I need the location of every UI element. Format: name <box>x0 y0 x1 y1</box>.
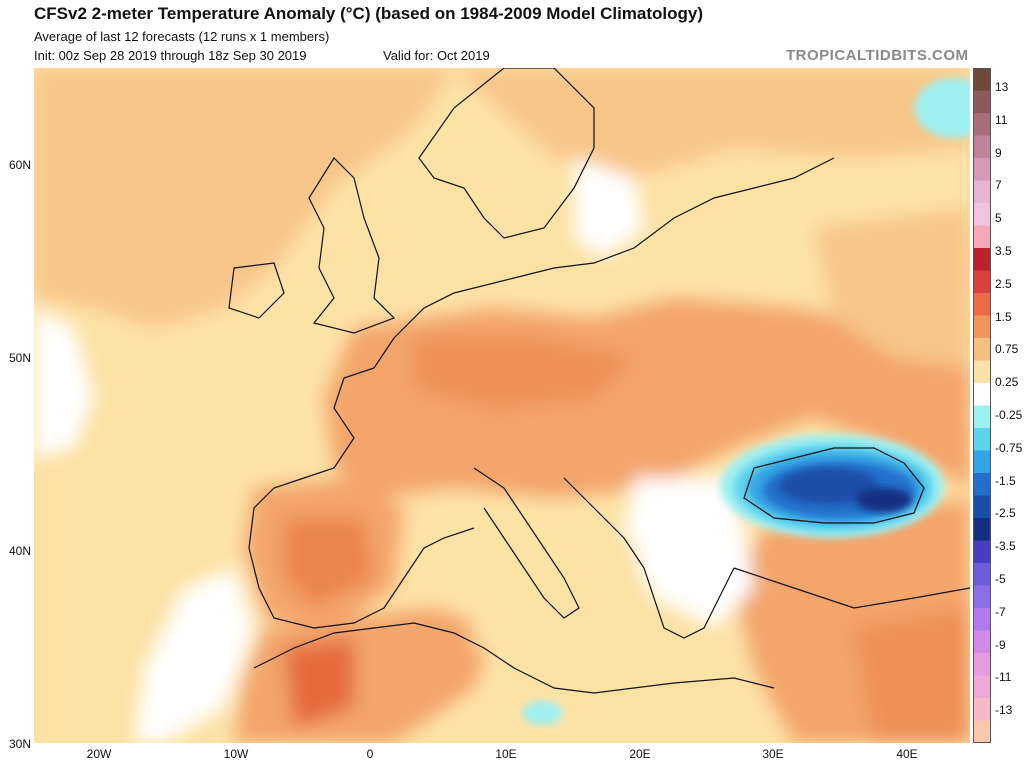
colorbar-swatch <box>973 270 991 294</box>
colorbar-swatch <box>973 225 991 249</box>
colorbar-swatch <box>973 428 991 451</box>
colorbar-swatch <box>973 405 991 429</box>
colorbar-swatch <box>973 720 991 743</box>
colorbar-label: -3.5 <box>995 539 1016 554</box>
colorbar-swatch <box>973 585 991 609</box>
colorbar-swatch <box>973 675 991 699</box>
map-title: CFSv2 2-meter Temperature Anomaly (°C) (… <box>34 4 704 23</box>
colorbar-label: 11 <box>995 112 1008 127</box>
colorbar-swatch <box>973 68 991 91</box>
colorbar <box>973 68 991 743</box>
cold-anomaly-black-sea <box>720 434 944 538</box>
lon-label-10e: 10E <box>495 747 517 761</box>
colorbar-label: -1.5 <box>995 473 1016 488</box>
colorbar-swatch <box>973 113 991 136</box>
colorbar-swatch <box>973 383 991 406</box>
colorbar-label: 1.5 <box>995 309 1012 324</box>
map-subtitle-init: Init: 00z Sep 28 2019 through 18z Sep 30… <box>34 48 307 63</box>
colorbar-label: 0.75 <box>995 342 1019 357</box>
colorbar-swatch <box>973 180 991 204</box>
lon-label-40e: 40E <box>896 747 918 761</box>
header: CFSv2 2-meter Temperature Anomaly (°C) (… <box>0 0 1024 68</box>
colorbar-swatch <box>973 653 991 676</box>
coastlines <box>228 68 970 694</box>
colorbar-swatch <box>973 698 991 721</box>
colorbar-swatch <box>973 518 991 541</box>
map-subtitle-ensemble: Average of last 12 forecasts (12 runs x … <box>34 29 330 44</box>
colorbar-label: -7 <box>995 604 1006 619</box>
colorbar-label: 7 <box>995 178 1002 193</box>
anomaly-map <box>34 68 970 743</box>
colorbar-swatch <box>973 90 991 114</box>
brand-watermark: TROPICALTIDBITS.COM <box>786 47 969 64</box>
colorbar-label: 5 <box>995 211 1002 226</box>
map-valid-time: Valid for: Oct 2019 <box>383 48 490 63</box>
lat-label-30n: 30N <box>8 737 31 751</box>
colorbar-label: -2.5 <box>995 506 1016 521</box>
colorbar-swatch <box>973 203 991 226</box>
anomaly-field <box>34 68 970 743</box>
colorbar-swatch <box>973 360 991 384</box>
lat-label-60n: 60N <box>8 158 31 172</box>
colorbar-swatch <box>973 338 991 361</box>
colorbar-swatch <box>973 135 991 159</box>
colorbar-label: -9 <box>995 637 1006 652</box>
lon-label-10w: 10W <box>223 747 249 761</box>
colorbar-swatch <box>973 315 991 339</box>
colorbar-label: -0.25 <box>995 408 1023 422</box>
colorbar-label: 2.5 <box>995 276 1012 291</box>
lon-label-20w: 20W <box>86 747 112 761</box>
colorbar-swatch <box>973 608 991 631</box>
colorbar-label: -13 <box>995 703 1013 718</box>
colorbar-swatch <box>973 473 991 496</box>
lon-label-0: 0 <box>366 747 374 761</box>
colorbar-swatch <box>973 293 991 316</box>
colorbar-label: 13 <box>995 80 1009 94</box>
colorbar-swatch <box>973 495 991 519</box>
lon-label-20e: 20E <box>629 747 651 761</box>
colorbar-swatch <box>973 563 991 586</box>
colorbar-label: 3.5 <box>995 244 1012 258</box>
colorbar-swatch <box>973 158 991 181</box>
lat-label-40n: 40N <box>8 544 31 558</box>
colorbar-label: -0.75 <box>995 440 1023 455</box>
cold-anomaly-libya <box>522 701 562 725</box>
colorbar-label: -11 <box>995 670 1012 685</box>
colorbar-label: 9 <box>995 145 1002 160</box>
colorbar-swatch <box>973 630 991 654</box>
colorbar-swatch <box>973 540 991 564</box>
cold-anomaly-nw-russia <box>914 78 970 138</box>
colorbar-label: -5 <box>995 572 1006 586</box>
lon-label-30e: 30E <box>762 747 784 761</box>
lat-label-50n: 50N <box>8 351 31 365</box>
colorbar-label: 0.25 <box>995 375 1019 390</box>
colorbar-swatch <box>973 248 991 271</box>
colorbar-swatch <box>973 450 991 474</box>
